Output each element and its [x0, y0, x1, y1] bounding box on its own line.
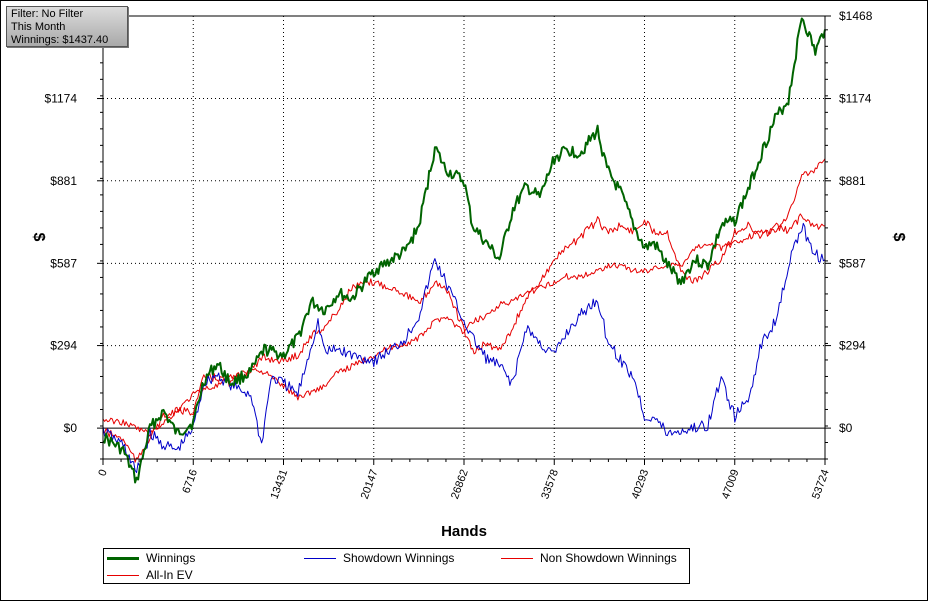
- period-label: This Month: [11, 21, 66, 33]
- x-tick-label: 47009: [720, 468, 742, 501]
- tick-labels: 0 6716 13431 20147 26862 33578 40293 47009 53724…: [45, 9, 873, 501]
- y-tick-label-left: $1174: [45, 92, 78, 106]
- x-tick-label: 6716: [180, 468, 200, 495]
- showdown-winnings-line: [102, 222, 826, 474]
- gridlines: [103, 16, 825, 459]
- y-tick-label-left: $294: [50, 339, 77, 353]
- x-tick-label: 13431: [269, 468, 291, 501]
- winnings-line: [102, 17, 826, 484]
- legend-label-non-showdown: Non Showdown Winnings: [540, 551, 677, 565]
- x-tick-label: 40293: [630, 468, 652, 501]
- y-tick-label-left: $587: [50, 256, 77, 270]
- legend-swatch-non-showdown: [501, 558, 533, 559]
- series-lines: [102, 17, 826, 484]
- non-showdown-winnings-line: [102, 158, 826, 437]
- filter-info-box: Filter: No Filter This Month Winnings: $…: [6, 6, 128, 47]
- y-tick-label-right: $881: [839, 174, 866, 188]
- x-axis-title: Hands: [441, 523, 487, 540]
- y-tick-label-right: $0: [839, 421, 853, 435]
- x-tick-label: 0: [96, 468, 109, 478]
- legend-label-winnings: Winnings: [146, 551, 196, 565]
- y-axis-title-right: $: [890, 233, 907, 242]
- plot-area-border: [102, 15, 826, 460]
- legend-swatch-allin-ev: [107, 575, 139, 576]
- y-axis-title-left: $: [30, 233, 47, 242]
- legend-swatch-winnings: [107, 557, 139, 560]
- y-tick-label-right: $1174: [839, 92, 872, 106]
- y-tick-label-right: $1468: [839, 9, 873, 23]
- x-tick-label: 26862: [449, 468, 471, 501]
- y-tick-label-left: $881: [50, 174, 77, 188]
- legend-label-allin-ev: All-In EV: [146, 568, 193, 582]
- legend: Winnings Showdown Winnings Non Showdown …: [103, 548, 690, 584]
- x-tick-label: 53724: [810, 468, 832, 501]
- total-winnings-label: Winnings: $1437.40: [11, 34, 109, 46]
- filter-label: Filter: No Filter: [11, 8, 84, 20]
- x-tick-label: 33578: [539, 468, 561, 501]
- legend-label-showdown: Showdown Winnings: [343, 551, 455, 565]
- legend-swatch-showdown: [304, 558, 336, 559]
- x-tick-label: 20147: [359, 468, 381, 501]
- all-in-ev-line: [102, 213, 826, 463]
- y-tick-label-left: $0: [64, 421, 78, 435]
- y-tick-label-right: $294: [839, 339, 866, 353]
- y-tick-label-right: $587: [839, 256, 866, 270]
